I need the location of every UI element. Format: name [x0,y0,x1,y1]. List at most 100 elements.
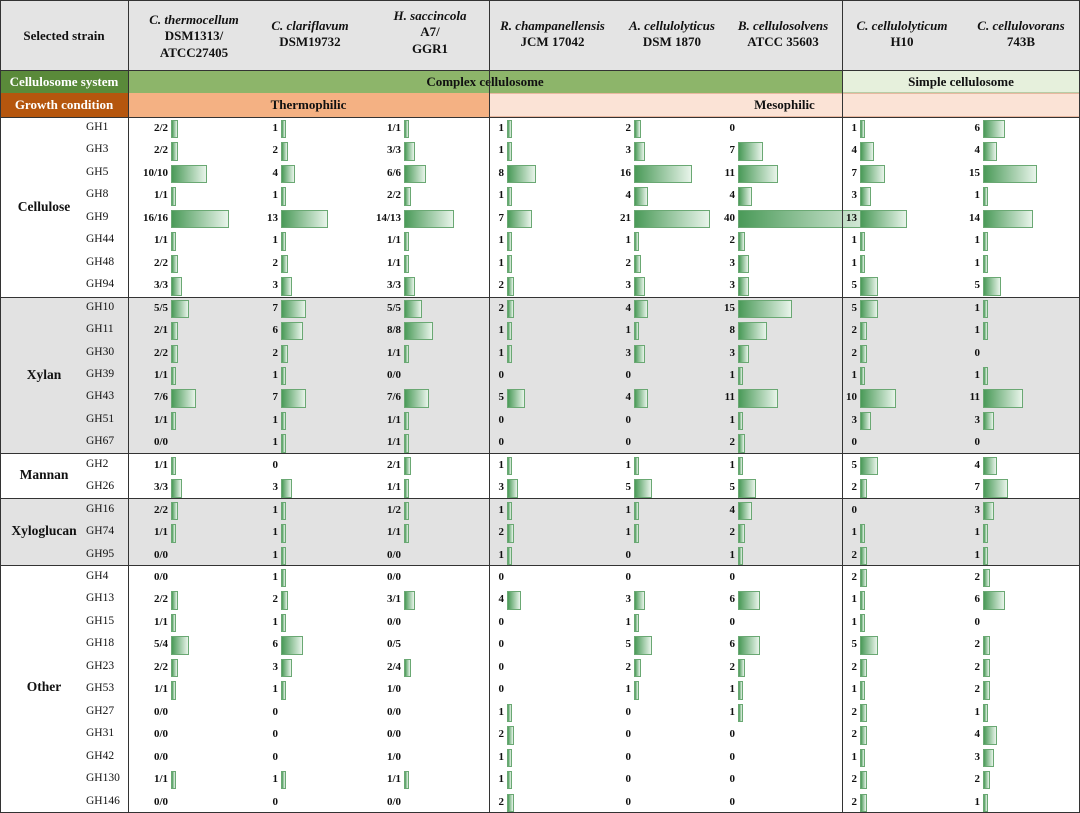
value-label: 2 [851,324,858,337]
value-bar [281,232,286,251]
strain-name: B. cellulosolvens [737,18,829,33]
value-bar [281,613,286,633]
value-label: 11 [724,391,735,404]
value-label: 1/1 [386,436,401,449]
value-bar [738,366,743,386]
strain-header-2: C. clariflavum DSM19732 [250,18,370,51]
group-label-mannan: Mannan [19,467,69,482]
value-bar [634,591,645,610]
value-label: 3 [272,279,279,292]
value-bar [281,344,289,363]
value-label: 0 [974,615,981,628]
value-bar [171,164,207,184]
value-label: 2 [729,526,736,539]
value-label: 3 [625,593,632,606]
value-label: 1 [498,750,505,763]
value-bar [860,658,868,678]
value-label: 7 [974,481,981,494]
strain-id: DSM 1870 [642,34,702,50]
value-label: 2 [729,436,736,449]
value-label: 2 [851,795,858,808]
value-label: 1/1 [153,773,168,786]
value-bar [738,501,753,521]
value-label: 3 [625,144,632,157]
value-label: 0/0 [153,795,168,808]
family-label: GH3 [86,143,109,156]
value-label: 0 [729,750,736,763]
value-bar [860,479,868,498]
value-bar [634,232,639,251]
value-bar [860,771,868,790]
value-bar [983,120,1005,139]
value-bar [634,120,642,139]
value-label: 1 [851,368,858,381]
divider [489,0,490,813]
value-label: 8/8 [386,324,401,337]
value-label: 1 [498,503,505,516]
value-label: 3/3 [153,481,168,494]
value-label: 6 [729,638,736,651]
value-label: 0 [851,436,858,449]
value-bar [738,434,746,453]
value-label: 5 [974,279,981,292]
value-bar [860,187,871,206]
strain-id: H10 [890,34,914,50]
value-bar [860,546,868,565]
value-label: 3/3 [153,279,168,292]
value-bar [634,142,645,161]
value-bar [860,681,865,700]
value-label: 5 [851,638,858,651]
value-label: 1/1 [386,234,401,247]
value-bar [507,479,518,498]
value-label: 3 [974,413,981,426]
value-label: 1 [851,750,858,763]
selected-strain-label: Selected strain [23,28,105,43]
value-label: 2/2 [386,189,401,202]
value-label: 0/0 [153,705,168,718]
value-bar [983,277,1001,296]
value-bar [507,142,512,161]
value-bar [860,299,878,319]
value-bar [860,277,878,296]
value-bar [634,501,639,521]
value-label: 16/16 [142,211,168,224]
value-label: 1 [851,593,858,606]
value-label: 2 [851,571,858,583]
value-label: 6 [729,593,736,606]
value-bar [983,546,988,565]
family-label: GH16 [86,502,115,515]
value-bar [738,187,753,206]
value-bar [171,120,179,139]
value-bar [404,277,415,296]
divider [842,0,843,813]
value-label: 3/3 [386,144,401,157]
value-label: 1 [272,122,279,134]
value-label: 6 [272,324,279,337]
value-bar [404,771,409,790]
value-label: 3 [498,481,505,494]
simple-cellulosome-band: Simple cellulosome [842,70,1080,93]
family-label: GH146 [86,794,120,807]
value-label: 1 [625,683,632,696]
family-label: GH130 [86,772,120,785]
value-label: 1/1 [386,413,401,426]
value-bar [860,411,871,431]
value-bar [507,187,512,206]
strain-header-7: C. cellulolyticum H10 [843,18,961,51]
strain-header-8: C. cellulovorans 743B [962,18,1080,51]
value-bar [738,164,778,184]
value-label: 2 [851,705,858,718]
value-label: 1 [729,705,736,718]
value-label: 1 [498,144,505,157]
value-bar [860,254,865,274]
value-bar [171,366,176,386]
value-bar [738,524,746,543]
strain-id: DSM1313/ [164,28,224,44]
value-bar [860,389,896,408]
value-label: 5 [729,481,736,494]
value-bar [507,591,522,610]
value-label: 1 [498,705,505,718]
value-label: 0 [625,705,632,718]
strain-id: GGR1 [411,40,449,56]
value-bar [983,299,988,319]
